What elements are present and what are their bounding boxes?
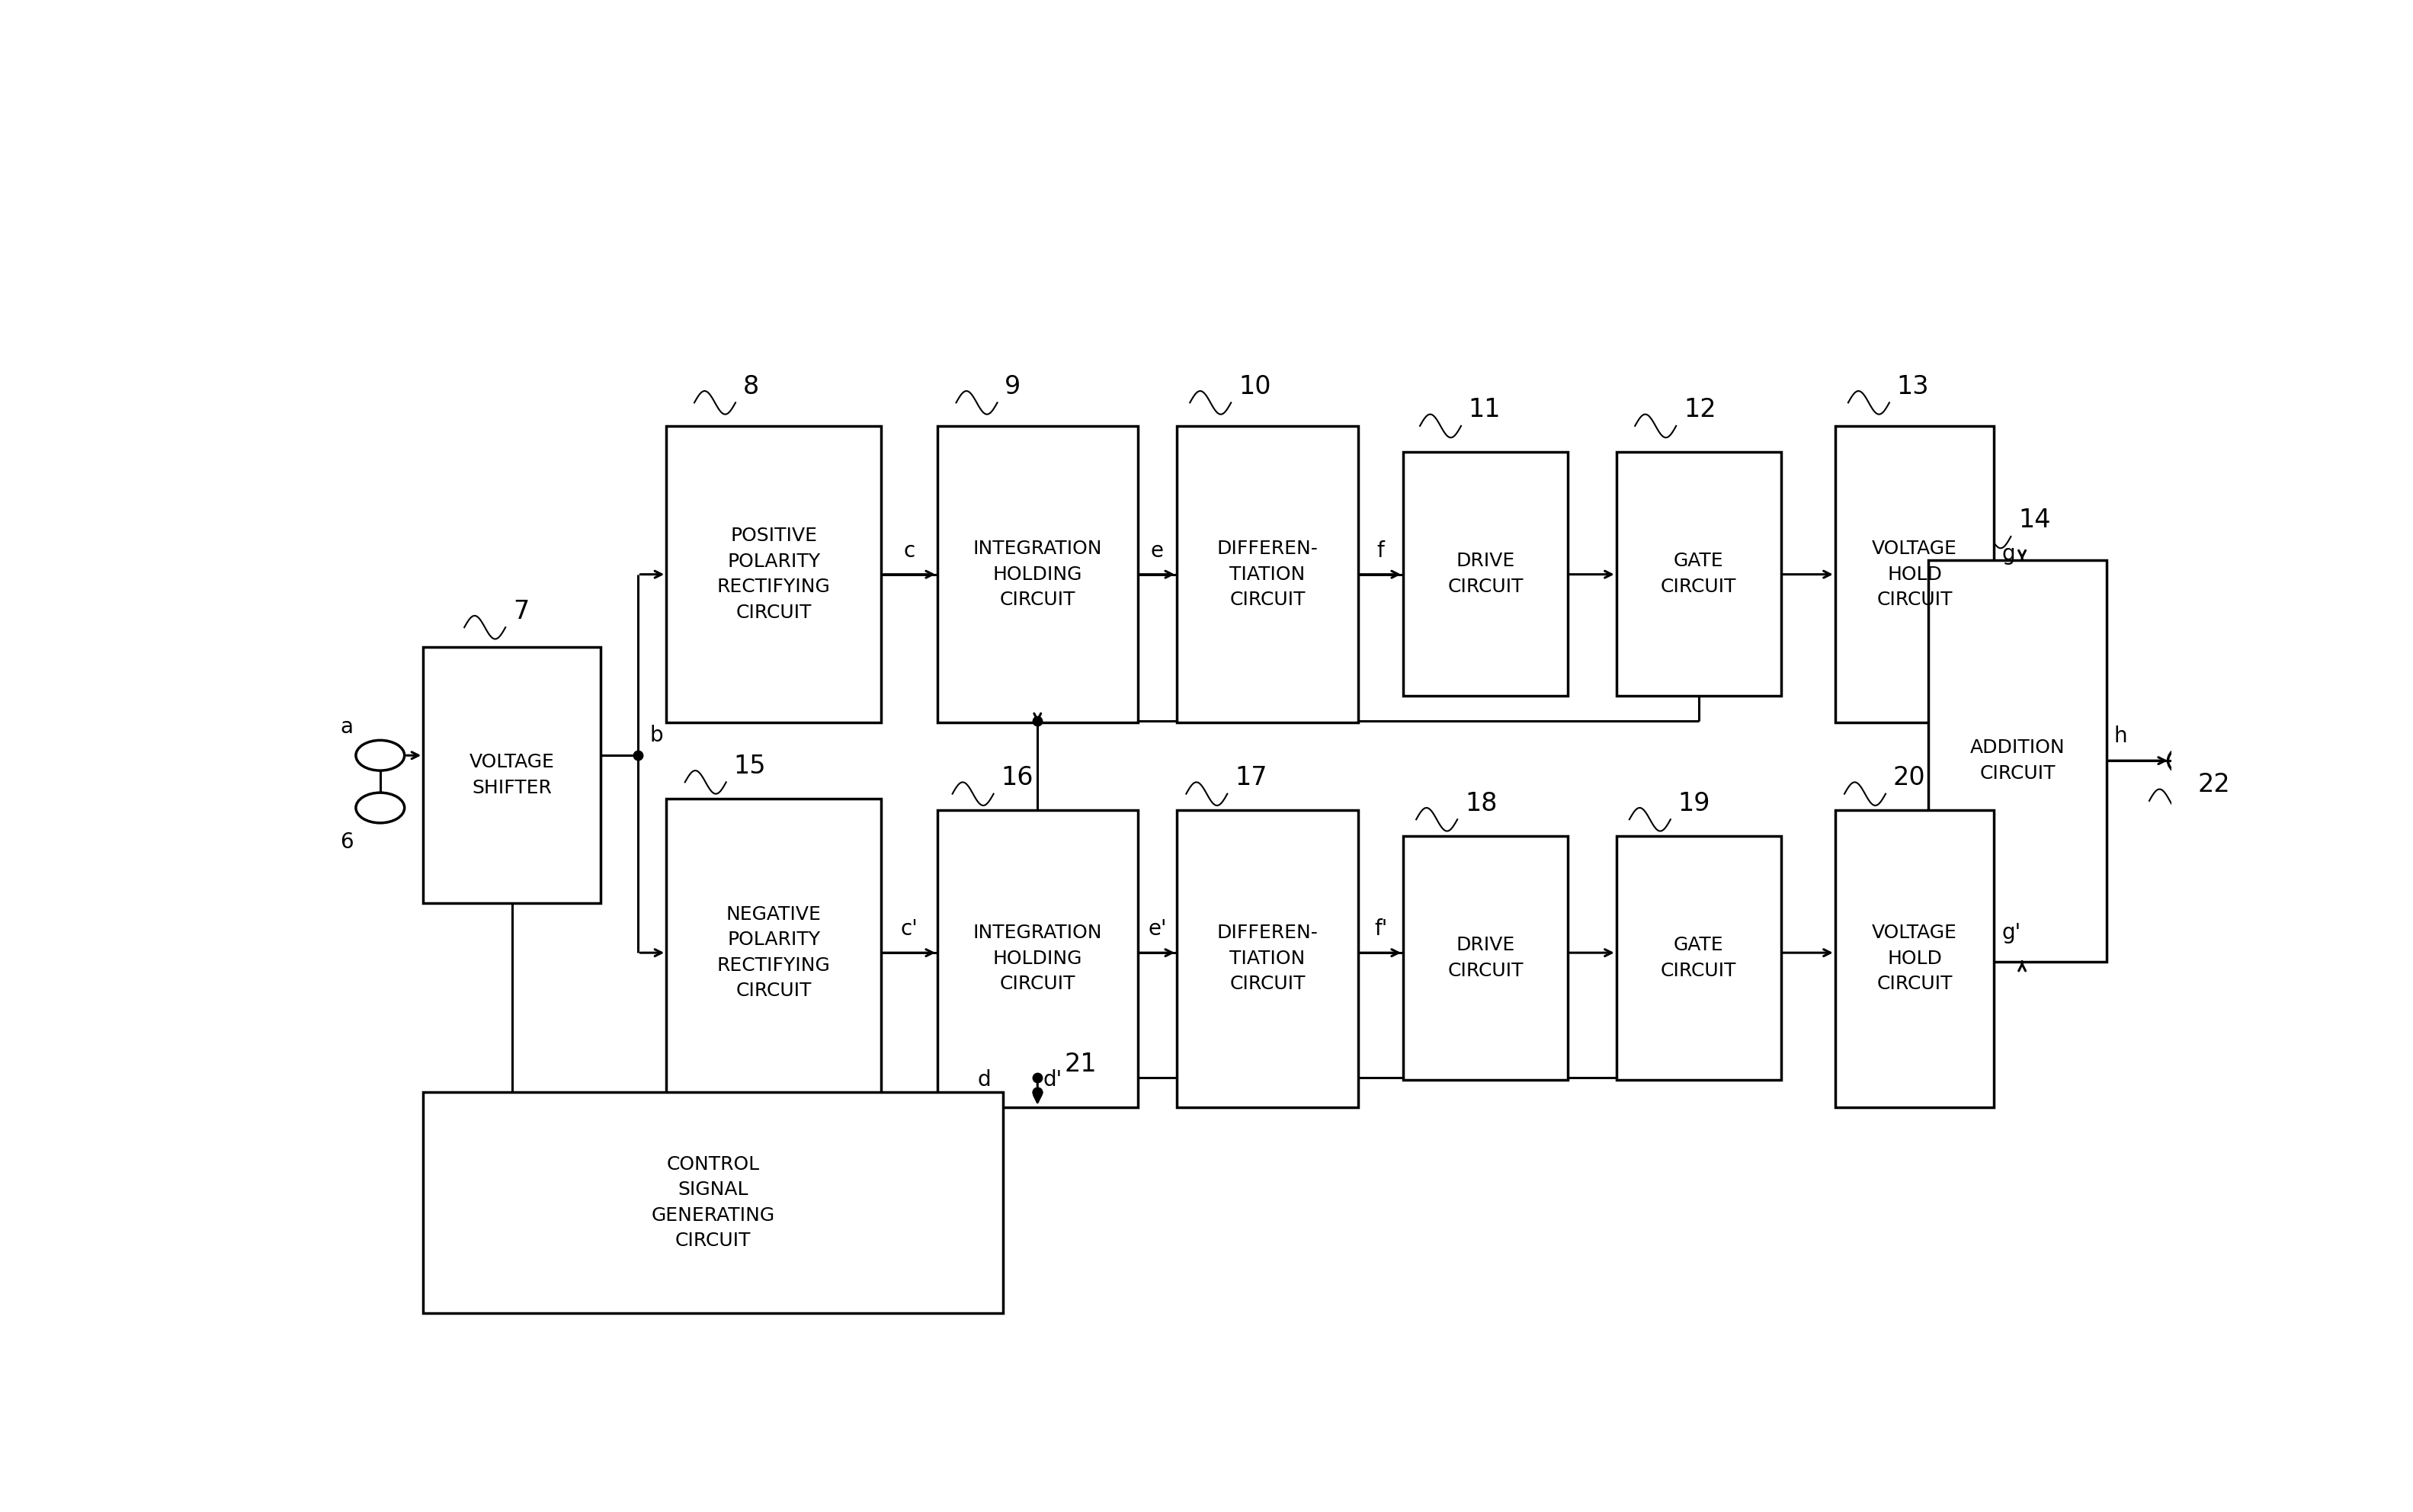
- Bar: [1617, 836, 1781, 1080]
- Text: DIFFEREN-
TIATION
CIRCUIT: DIFFEREN- TIATION CIRCUIT: [1216, 924, 1317, 993]
- Bar: [1834, 426, 1993, 723]
- Text: g': g': [2000, 922, 2020, 943]
- Bar: [1402, 452, 1568, 696]
- Text: VOLTAGE
HOLD
CIRCUIT: VOLTAGE HOLD CIRCUIT: [1872, 924, 1957, 993]
- Text: a: a: [340, 717, 352, 738]
- Text: 22: 22: [2198, 773, 2230, 797]
- Text: GATE
CIRCUIT: GATE CIRCUIT: [1660, 936, 1737, 980]
- Text: ADDITION
CIRCUIT: ADDITION CIRCUIT: [1969, 739, 2066, 783]
- Bar: [1617, 452, 1781, 696]
- Text: c: c: [902, 540, 915, 561]
- Bar: [1178, 426, 1359, 723]
- Text: 15: 15: [734, 753, 765, 779]
- Text: d: d: [977, 1069, 992, 1090]
- Text: 6: 6: [340, 832, 352, 853]
- Text: GATE
CIRCUIT: GATE CIRCUIT: [1660, 552, 1737, 596]
- Text: 16: 16: [1001, 765, 1033, 791]
- Text: 20: 20: [1894, 765, 1926, 791]
- Text: DRIVE
CIRCUIT: DRIVE CIRCUIT: [1448, 936, 1523, 980]
- Bar: [422, 1092, 1004, 1312]
- Bar: [1928, 559, 2107, 962]
- Text: 10: 10: [1238, 373, 1272, 399]
- Text: VOLTAGE
SHIFTER: VOLTAGE SHIFTER: [471, 753, 555, 797]
- Text: h: h: [2114, 726, 2128, 747]
- Text: INTEGRATION
HOLDING
CIRCUIT: INTEGRATION HOLDING CIRCUIT: [972, 924, 1103, 993]
- Text: DIFFEREN-
TIATION
CIRCUIT: DIFFEREN- TIATION CIRCUIT: [1216, 540, 1317, 609]
- Text: CONTROL
SIGNAL
GENERATING
CIRCUIT: CONTROL SIGNAL GENERATING CIRCUIT: [652, 1155, 775, 1250]
- Text: 21: 21: [1064, 1051, 1098, 1077]
- Text: 12: 12: [1684, 398, 1716, 422]
- Text: INTEGRATION
HOLDING
CIRCUIT: INTEGRATION HOLDING CIRCUIT: [972, 540, 1103, 609]
- Text: f': f': [1373, 918, 1387, 940]
- Text: 19: 19: [1677, 791, 1711, 816]
- Bar: [936, 426, 1137, 723]
- Text: g: g: [2000, 544, 2015, 565]
- Bar: [666, 426, 881, 723]
- Text: NEGATIVE
POLARITY
RECTIFYING
CIRCUIT: NEGATIVE POLARITY RECTIFYING CIRCUIT: [717, 906, 830, 1001]
- Text: 17: 17: [1235, 765, 1267, 791]
- Text: e': e': [1149, 918, 1165, 940]
- Bar: [936, 810, 1137, 1107]
- Text: 13: 13: [1897, 373, 1928, 399]
- Text: e: e: [1151, 540, 1163, 561]
- Bar: [1178, 810, 1359, 1107]
- Text: 18: 18: [1465, 791, 1496, 816]
- Text: b: b: [649, 724, 664, 745]
- Text: 9: 9: [1004, 373, 1021, 399]
- Text: c': c': [900, 918, 917, 940]
- Text: 8: 8: [743, 373, 760, 399]
- Text: 7: 7: [514, 599, 528, 624]
- Text: 11: 11: [1470, 398, 1501, 422]
- Text: POSITIVE
POLARITY
RECTIFYING
CIRCUIT: POSITIVE POLARITY RECTIFYING CIRCUIT: [717, 526, 830, 621]
- Text: f: f: [1378, 540, 1385, 561]
- Bar: [1402, 836, 1568, 1080]
- Bar: [666, 798, 881, 1107]
- Text: VOLTAGE
HOLD
CIRCUIT: VOLTAGE HOLD CIRCUIT: [1872, 540, 1957, 609]
- Bar: [1834, 810, 1993, 1107]
- Text: 14: 14: [2017, 508, 2051, 534]
- Text: d': d': [1042, 1069, 1062, 1090]
- Bar: [422, 647, 601, 903]
- Text: DRIVE
CIRCUIT: DRIVE CIRCUIT: [1448, 552, 1523, 596]
